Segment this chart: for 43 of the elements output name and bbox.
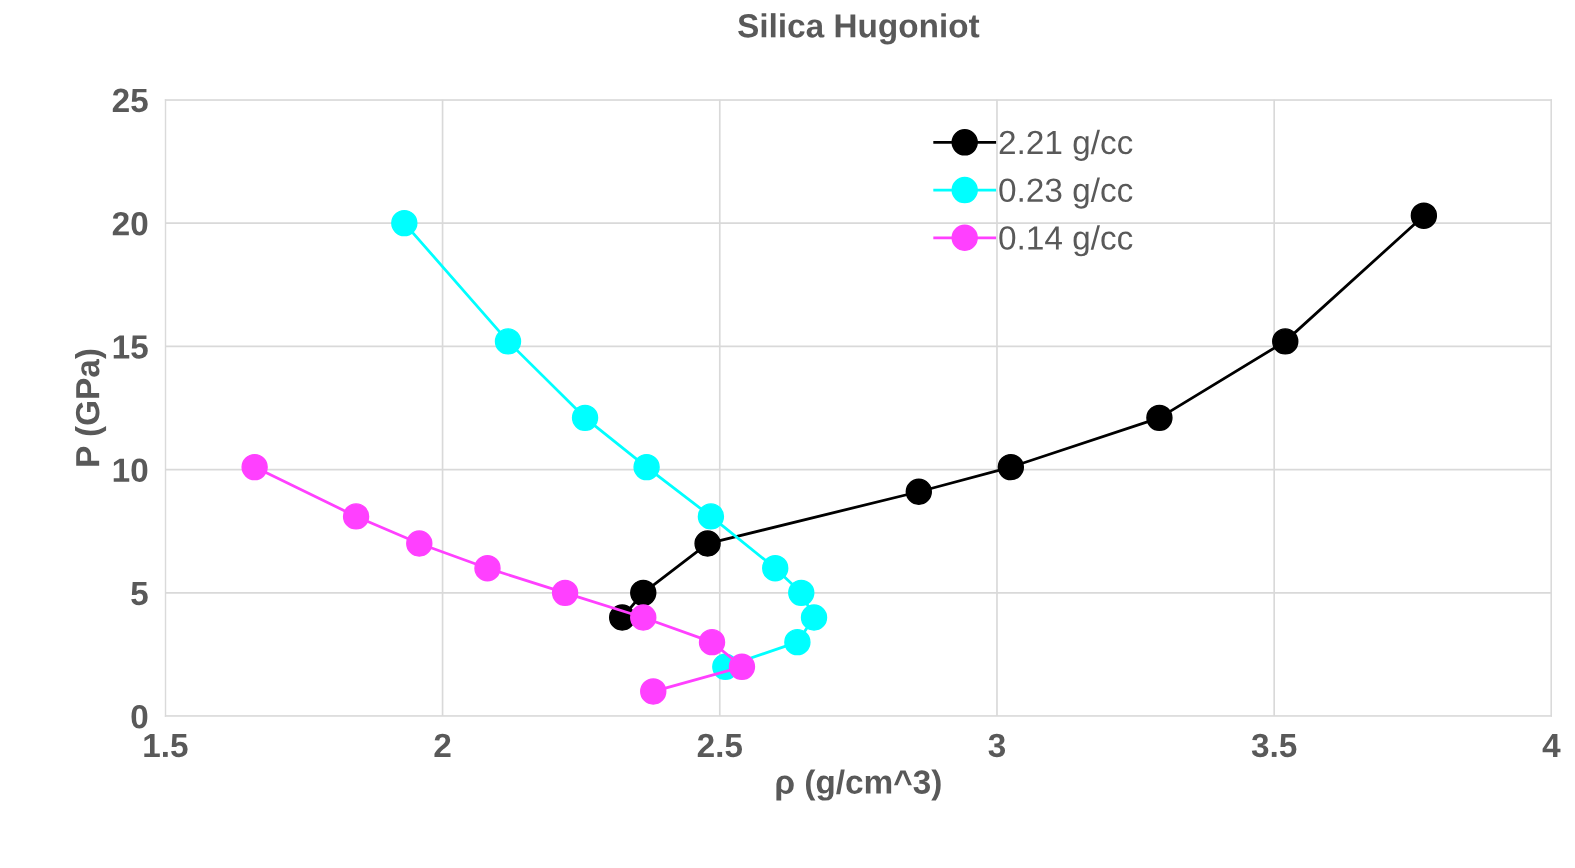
point xyxy=(784,628,811,656)
point xyxy=(551,579,579,607)
point xyxy=(630,579,657,607)
point xyxy=(1410,202,1438,229)
point xyxy=(406,530,433,557)
legend-label: 2.21 g/cc xyxy=(999,129,1133,161)
point xyxy=(905,478,932,505)
y-tick-label: 20 xyxy=(112,211,148,236)
point xyxy=(1146,404,1173,432)
y-axis-title: P (GPa) xyxy=(75,349,107,466)
y-tick-label: 15 xyxy=(113,335,148,359)
point xyxy=(640,678,667,705)
point xyxy=(694,530,721,557)
point xyxy=(630,604,657,631)
point xyxy=(391,209,418,237)
point xyxy=(241,453,268,481)
point xyxy=(494,328,522,355)
point xyxy=(698,628,726,656)
point xyxy=(728,653,756,680)
point xyxy=(1272,328,1299,355)
point xyxy=(633,453,660,481)
point xyxy=(762,554,789,582)
point xyxy=(997,453,1025,481)
y-tick-label: 0 xyxy=(131,704,148,729)
x-tick-label: 4 xyxy=(1542,733,1561,757)
y-tick-label: 5 xyxy=(131,581,148,606)
x-tick-label: 3 xyxy=(988,733,1006,758)
point xyxy=(800,604,828,631)
point xyxy=(571,404,599,432)
legend-label: 0.14 g/cc xyxy=(999,225,1133,257)
x-tick-label: 1.5 xyxy=(144,733,188,758)
x-tick-label: 3.5 xyxy=(1251,733,1297,758)
point xyxy=(788,579,815,607)
chart-title: Silica Hugoniot xyxy=(738,13,980,45)
point xyxy=(474,554,501,582)
y-tick-label: 25 xyxy=(112,88,148,113)
point xyxy=(697,503,725,530)
x-tick-label: 2 xyxy=(434,733,451,757)
x-axis-title: ρ (g/cm^3) xyxy=(776,769,941,801)
x-tick-label: 2.5 xyxy=(697,733,743,758)
y-tick-label: 10 xyxy=(113,458,148,482)
point xyxy=(342,503,370,530)
legend-label: 0.23 g/cc xyxy=(999,177,1133,209)
